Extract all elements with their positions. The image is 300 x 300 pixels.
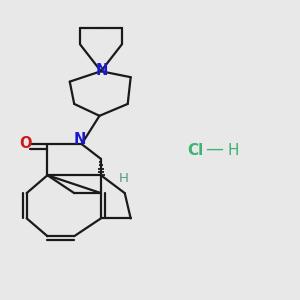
Text: H: H (227, 142, 239, 158)
Text: Cl: Cl (187, 142, 203, 158)
Text: N: N (96, 63, 108, 78)
Text: H: H (119, 172, 129, 185)
Text: —: — (205, 140, 223, 158)
Text: N: N (74, 132, 86, 147)
Text: O: O (19, 136, 31, 151)
